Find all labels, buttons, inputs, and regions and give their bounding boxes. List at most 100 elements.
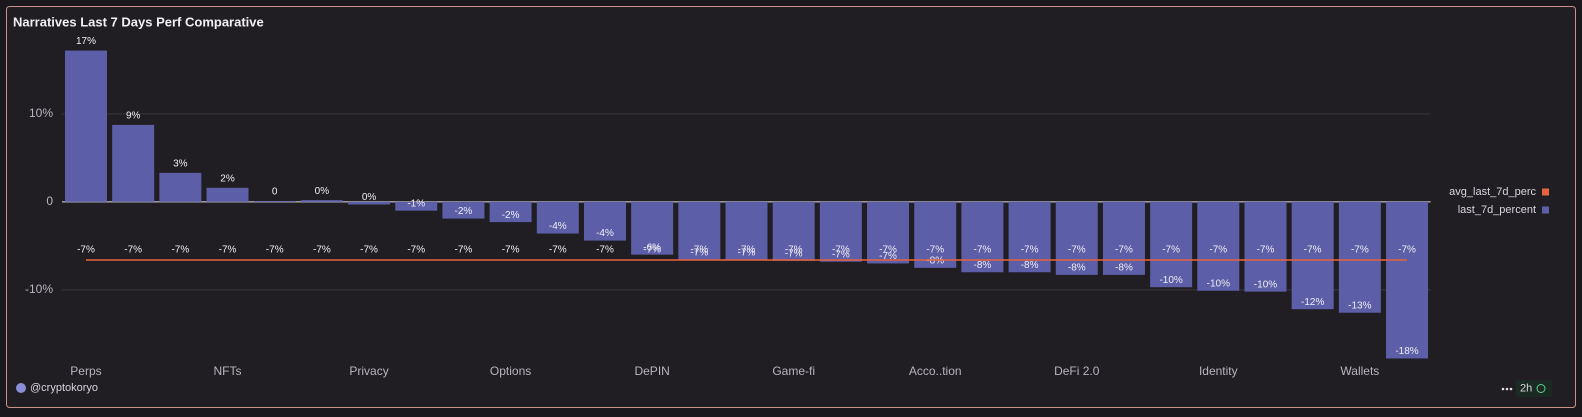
data-label: -7% [1068, 245, 1086, 256]
data-label: -2% [455, 206, 473, 217]
x-tick-label: NFTs [214, 364, 242, 378]
avatar [16, 383, 26, 393]
data-label: -10% [1159, 275, 1182, 286]
data-label: -7% [1021, 245, 1039, 256]
data-label: -18% [1395, 346, 1418, 357]
data-label: -7% [171, 245, 189, 256]
bar [489, 201, 532, 223]
x-tick-label: Acco..tion [909, 364, 962, 378]
bar [159, 172, 202, 202]
bar [583, 201, 626, 241]
data-label: -7% [926, 245, 944, 256]
data-label: -7% [879, 245, 897, 256]
data-label: -8% [926, 256, 944, 267]
x-tick-label: Options [490, 364, 531, 378]
data-label: -7% [832, 249, 850, 260]
data-label: -7% [690, 245, 708, 256]
data-label: -7% [785, 245, 803, 256]
legend-label: last_7d_percent [1458, 204, 1536, 216]
data-label: -7% [1115, 245, 1133, 256]
data-label: -7% [1398, 245, 1416, 256]
bar [1291, 201, 1334, 310]
bar [442, 201, 485, 219]
bar [112, 124, 155, 202]
data-label: -7% [738, 248, 756, 259]
data-label: -7% [1351, 245, 1369, 256]
data-label: 9% [126, 111, 141, 122]
menu[interactable] [1501, 387, 1513, 391]
chart-title: Narratives Last 7 Days Perf Comparative [13, 14, 264, 29]
bar [1197, 201, 1240, 291]
data-label: 0% [315, 186, 330, 197]
data-label: 0 [272, 187, 278, 198]
source: @cryptokoryo [30, 382, 98, 394]
data-label: -6% [643, 242, 661, 253]
data-label: -7% [1162, 245, 1180, 256]
y-tick-label: -10% [25, 282, 53, 296]
x-tick-label: Perps [70, 364, 101, 378]
data-label: -7% [77, 245, 95, 256]
bar [819, 201, 862, 262]
data-label: -7% [596, 245, 614, 256]
bar [772, 201, 815, 261]
data-label: -7% [549, 245, 567, 256]
data-label: -12% [1301, 297, 1324, 308]
data-label: -7% [879, 251, 897, 262]
bar [1150, 201, 1193, 288]
status-icon [1536, 384, 1546, 393]
data-label: -7% [643, 245, 661, 256]
data-label: -4% [549, 221, 567, 232]
data-label: 17% [76, 36, 96, 47]
age-badge [1516, 380, 1552, 397]
data-label: -7% [455, 245, 473, 256]
data-label: -7% [785, 248, 803, 259]
data-label: -7% [1209, 245, 1227, 256]
bar [1102, 201, 1145, 275]
data-label: -7% [407, 245, 425, 256]
data-label: -2% [502, 210, 520, 221]
bar [867, 201, 910, 264]
data-label: -10% [1207, 278, 1230, 289]
data-label: -7% [974, 245, 992, 256]
data-label: 2% [220, 173, 235, 184]
legend-swatch [1542, 188, 1549, 196]
data-label: -1% [407, 198, 425, 209]
data-label: -13% [1348, 300, 1371, 311]
bar [300, 200, 343, 202]
x-tick-label: DeFi 2.0 [1054, 364, 1100, 378]
data-label: -7% [502, 245, 520, 256]
bar [348, 201, 391, 205]
bar [536, 201, 579, 234]
bar [395, 201, 438, 211]
x-tick-label: Wallets [1340, 364, 1379, 378]
x-tick-label: Game-fi [772, 364, 815, 378]
data-label: 0% [362, 192, 377, 203]
data-label: -10% [1254, 279, 1277, 290]
data-label: -7% [219, 245, 237, 256]
data-label: -7% [738, 245, 756, 256]
bar [914, 201, 957, 268]
data-label: -8% [1021, 260, 1039, 271]
bar [1244, 201, 1287, 292]
x-tick-label: Privacy [349, 364, 388, 378]
bar [678, 201, 721, 260]
bar [64, 50, 107, 202]
y-tick-label: 0 [46, 194, 53, 208]
data-label: -8% [1068, 263, 1086, 274]
bar [1055, 201, 1098, 275]
data-label: -7% [313, 245, 331, 256]
data-label: -4% [596, 228, 614, 239]
age: 2h [1520, 382, 1532, 394]
bar [253, 201, 296, 202]
x-tick-label: DePIN [634, 364, 669, 378]
legend-label: avg_last_7d_perc [1449, 186, 1536, 198]
x-tick-label: Identity [1199, 364, 1238, 378]
y-tick-label: 10% [29, 106, 53, 120]
data-label: -7% [832, 245, 850, 256]
data-label: -7% [1257, 245, 1275, 256]
bar [725, 201, 768, 260]
data-label: -8% [974, 260, 992, 271]
data-label: -7% [690, 248, 708, 259]
data-label: -7% [124, 245, 142, 256]
